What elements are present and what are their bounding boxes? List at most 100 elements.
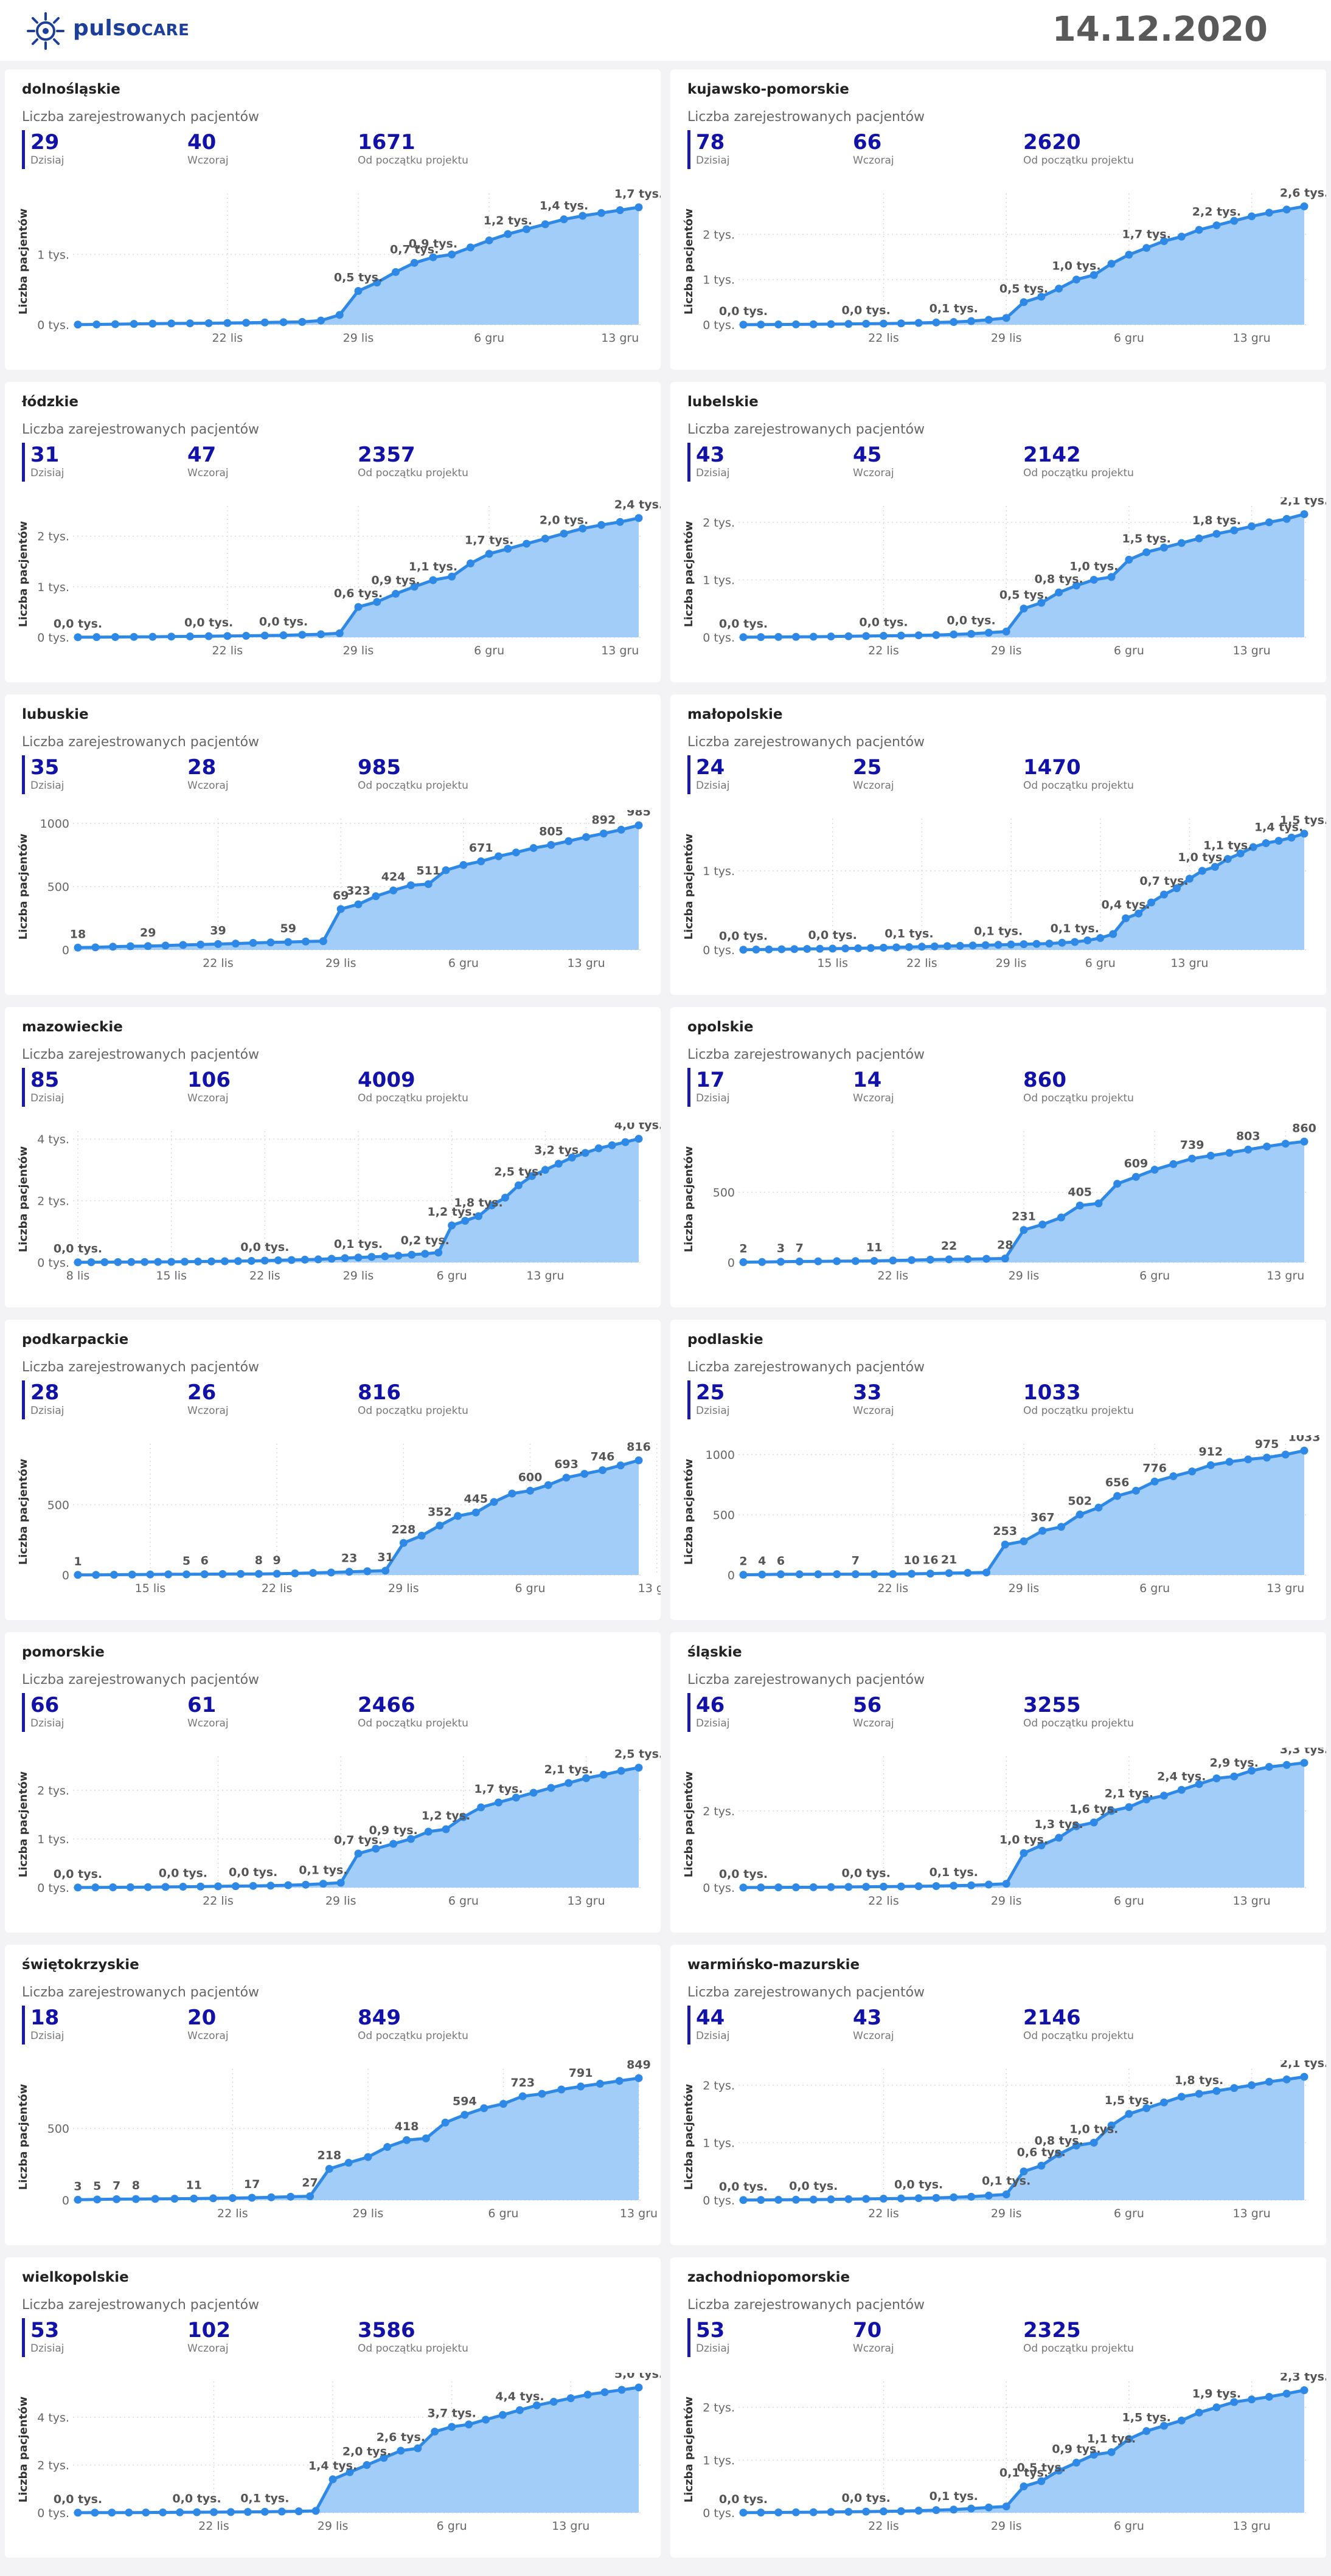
data-point[interactable] xyxy=(495,1798,502,1807)
data-point[interactable] xyxy=(1057,1523,1065,1531)
data-point[interactable] xyxy=(932,318,940,327)
data-point[interactable] xyxy=(1244,1455,1253,1464)
data-point[interactable] xyxy=(1230,526,1239,535)
data-point[interactable] xyxy=(599,1770,608,1779)
data-point[interactable] xyxy=(526,1486,535,1495)
data-point[interactable] xyxy=(1096,934,1105,942)
data-point[interactable] xyxy=(621,1138,630,1146)
data-point[interactable] xyxy=(757,320,765,329)
data-point[interactable] xyxy=(1020,604,1028,613)
data-point[interactable] xyxy=(1300,202,1308,210)
data-point[interactable] xyxy=(932,2193,940,2202)
data-point[interactable] xyxy=(448,2423,456,2431)
data-point[interactable] xyxy=(932,1882,940,1890)
data-point[interactable] xyxy=(1094,1199,1103,1208)
data-point[interactable] xyxy=(1001,1255,1009,1263)
data-point[interactable] xyxy=(617,825,625,834)
data-point[interactable] xyxy=(634,1135,643,1143)
data-point[interactable] xyxy=(485,236,493,244)
data-point[interactable] xyxy=(74,1258,82,1267)
data-point[interactable] xyxy=(1282,206,1291,214)
data-point[interactable] xyxy=(1188,1467,1197,1476)
data-point[interactable] xyxy=(967,1881,976,1889)
data-point[interactable] xyxy=(1195,1780,1203,1788)
data-point[interactable] xyxy=(74,1571,82,1579)
data-point[interactable] xyxy=(109,1571,118,1579)
data-point[interactable] xyxy=(757,1883,765,1892)
data-point[interactable] xyxy=(739,946,748,954)
data-point[interactable] xyxy=(1125,2110,1133,2118)
data-point[interactable] xyxy=(111,320,119,328)
data-point[interactable] xyxy=(880,2195,888,2203)
data-point[interactable] xyxy=(1188,1154,1197,1163)
data-point[interactable] xyxy=(109,943,117,951)
data-point[interactable] xyxy=(1055,1833,1063,1842)
data-point[interactable] xyxy=(967,317,976,325)
data-point[interactable] xyxy=(498,2411,507,2419)
data-point[interactable] xyxy=(816,944,824,953)
data-point[interactable] xyxy=(223,319,232,327)
data-point[interactable] xyxy=(527,1172,536,1180)
data-point[interactable] xyxy=(984,2503,993,2512)
data-point[interactable] xyxy=(616,518,624,526)
data-point[interactable] xyxy=(142,2508,150,2517)
data-point[interactable] xyxy=(354,1253,363,1262)
data-point[interactable] xyxy=(87,1258,96,1267)
data-point[interactable] xyxy=(557,2085,566,2094)
data-point[interactable] xyxy=(274,1256,282,1264)
data-point[interactable] xyxy=(739,1258,748,1267)
data-point[interactable] xyxy=(814,1570,822,1579)
data-point[interactable] xyxy=(421,1250,429,1258)
data-point[interactable] xyxy=(1265,518,1273,527)
data-point[interactable] xyxy=(827,2508,835,2516)
data-point[interactable] xyxy=(1094,1503,1103,1512)
data-point[interactable] xyxy=(1125,1803,1133,1812)
data-point[interactable] xyxy=(1212,221,1221,230)
data-point[interactable] xyxy=(1131,1172,1140,1181)
data-point[interactable] xyxy=(1177,2416,1186,2425)
data-point[interactable] xyxy=(926,1570,934,1578)
data-point[interactable] xyxy=(341,1254,349,1262)
data-point[interactable] xyxy=(260,318,269,327)
data-point[interactable] xyxy=(194,1257,203,1265)
data-point[interactable] xyxy=(862,319,871,328)
data-point[interactable] xyxy=(1089,271,1098,279)
data-point[interactable] xyxy=(218,1570,227,1578)
data-point[interactable] xyxy=(190,2194,198,2203)
data-point[interactable] xyxy=(477,857,485,865)
data-point[interactable] xyxy=(1263,1142,1271,1151)
data-point[interactable] xyxy=(306,2192,315,2201)
data-point[interactable] xyxy=(92,320,101,329)
data-point[interactable] xyxy=(870,1570,878,1579)
data-point[interactable] xyxy=(167,632,176,641)
data-point[interactable] xyxy=(616,1461,625,1470)
data-point[interactable] xyxy=(562,1473,571,1482)
data-point[interactable] xyxy=(634,2383,643,2392)
data-point[interactable] xyxy=(125,2508,133,2517)
data-point[interactable] xyxy=(372,892,380,901)
data-point[interactable] xyxy=(186,319,194,328)
data-point[interactable] xyxy=(739,1883,748,1892)
data-point[interactable] xyxy=(301,1255,309,1264)
data-point[interactable] xyxy=(247,1256,255,1265)
data-point[interactable] xyxy=(248,2193,256,2202)
data-point[interactable] xyxy=(1223,855,1232,863)
data-point[interactable] xyxy=(897,631,905,640)
data-point[interactable] xyxy=(74,1883,82,1892)
data-point[interactable] xyxy=(1282,514,1291,523)
data-point[interactable] xyxy=(1076,1201,1084,1210)
data-point[interactable] xyxy=(414,2444,422,2453)
data-point[interactable] xyxy=(1177,539,1186,547)
data-point[interactable] xyxy=(410,258,419,267)
data-point[interactable] xyxy=(277,2507,286,2516)
data-point[interactable] xyxy=(391,268,400,276)
data-point[interactable] xyxy=(279,631,288,640)
data-point[interactable] xyxy=(130,320,138,328)
data-point[interactable] xyxy=(914,1882,923,1891)
data-point[interactable] xyxy=(1125,555,1133,564)
data-point[interactable] xyxy=(1125,251,1133,259)
data-point[interactable] xyxy=(1038,1220,1047,1229)
data-point[interactable] xyxy=(144,942,152,950)
data-point[interactable] xyxy=(209,2194,218,2203)
data-point[interactable] xyxy=(327,1255,336,1263)
